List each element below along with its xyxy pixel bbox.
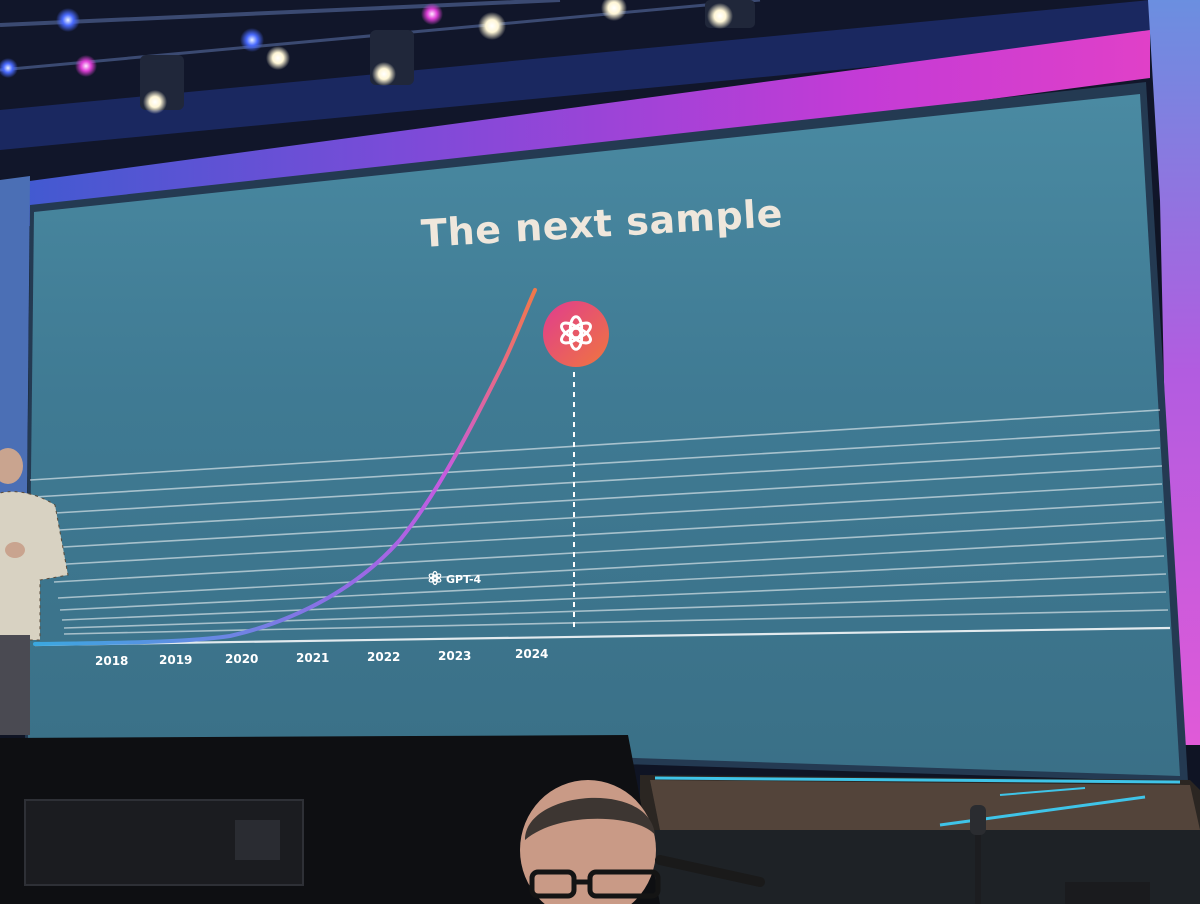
slide-baseline: [34, 626, 1171, 647]
ceiling-drape: [0, 0, 1150, 150]
slide-guide-lines: [29, 409, 1169, 635]
year-label: 2020: [225, 652, 258, 666]
microphone: [970, 805, 986, 904]
openai-badge: [543, 301, 609, 367]
presenter: [0, 448, 69, 735]
gpt4-label: GPT-4: [446, 573, 482, 586]
lighting-truss: [0, 0, 561, 27]
floor-box: [1065, 882, 1150, 904]
year-label: 2018: [95, 654, 128, 668]
stage-lights: [0, 0, 755, 114]
stage-floor-light: [999, 787, 1086, 796]
gpt4-marker: GPT-4: [427, 570, 482, 586]
year-label: 2021: [296, 651, 329, 665]
growth-curve: [33, 288, 537, 646]
year-label: 2023: [438, 649, 471, 663]
stage-deck: [650, 780, 1200, 830]
audience-member: [520, 780, 661, 904]
stage-edge-light: [654, 776, 1181, 784]
year-label: 2019: [159, 653, 192, 667]
year-label: 2024: [515, 647, 548, 661]
year-label: 2022: [367, 650, 400, 664]
foreground-microphone: [655, 855, 765, 887]
monitor-panel: [235, 820, 280, 860]
year-axis: 2018 2019 2020 2021 2022 2023 2024: [95, 647, 548, 668]
slide-screen: [28, 94, 1180, 776]
right-light-pillar: [1148, 0, 1200, 745]
